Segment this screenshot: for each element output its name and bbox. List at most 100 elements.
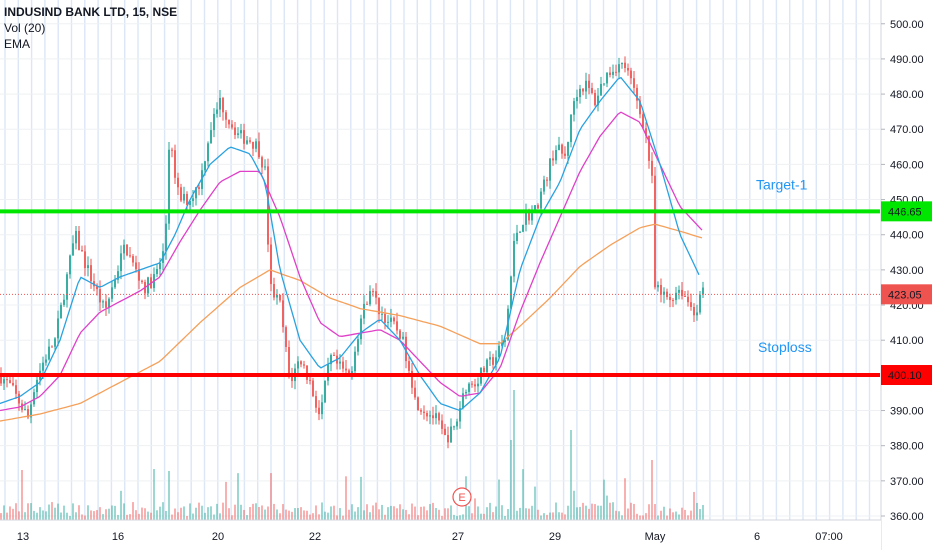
- price-tick-label: 470.00: [890, 124, 924, 136]
- volume-bar: [507, 509, 509, 520]
- candle-body: [540, 191, 542, 209]
- candle-body: [633, 78, 635, 88]
- volume-bar: [522, 469, 524, 520]
- volume-bar: [663, 506, 665, 520]
- level-lines: Target-1 Stoploss E: [0, 176, 880, 507]
- candle-body: [636, 87, 638, 101]
- volume-bar: [267, 506, 269, 520]
- candle-body: [690, 302, 692, 307]
- volume-bar: [549, 512, 551, 520]
- volume-bar: [528, 508, 530, 520]
- time-axis[interactable]: 13 16 20 22 27 29 May 6 07:00: [0, 519, 881, 550]
- candle-body: [342, 361, 344, 369]
- volume-bar: [153, 469, 155, 520]
- volume-bar: [411, 503, 413, 520]
- candle-body: [624, 62, 626, 69]
- volume-bar: [240, 504, 242, 520]
- volume-bar: [396, 508, 398, 520]
- volume-bar: [324, 511, 326, 520]
- volume-bar: [444, 508, 446, 520]
- candle-body: [63, 299, 65, 305]
- volume-bar: [627, 508, 629, 520]
- price-axis[interactable]: 360.00370.00380.00390.00400.00410.00420.…: [880, 0, 932, 550]
- volume-bar: [690, 510, 692, 520]
- ema-mid-line: [0, 111, 703, 412]
- candle-body: [291, 374, 293, 382]
- candle-body: [15, 385, 17, 394]
- chart-grid: [0, 0, 880, 520]
- time-tick-label: May: [645, 531, 666, 543]
- volume-bar: [84, 515, 86, 520]
- candle-body: [96, 286, 98, 290]
- volume-bar: [654, 504, 656, 520]
- time-axis-background: [0, 520, 881, 550]
- candle-body: [0, 375, 2, 384]
- volume-bar: [648, 504, 650, 520]
- volume-bars: [0, 390, 704, 520]
- volume-bar: [147, 511, 149, 520]
- volume-bar: [636, 513, 638, 520]
- candle-body: [411, 370, 413, 388]
- candle-body: [219, 97, 221, 110]
- stoploss-price-label-text: 400.10: [888, 370, 922, 382]
- stoploss-annotation: Stoploss: [758, 339, 812, 355]
- candle-body: [84, 251, 86, 269]
- candle-body: [423, 411, 425, 414]
- candle-body: [369, 291, 371, 305]
- candle-body: [630, 70, 632, 79]
- volume-bar: [537, 509, 539, 520]
- volume-bar: [81, 514, 83, 520]
- candle-body: [156, 269, 158, 275]
- candle-body: [675, 292, 677, 301]
- volume-bar: [375, 502, 377, 520]
- volume-bar: [453, 514, 455, 520]
- candle-body: [327, 364, 329, 381]
- candle-body: [297, 361, 299, 369]
- candle-body: [243, 130, 245, 144]
- volume-bar: [618, 511, 620, 520]
- candle-body: [198, 187, 200, 189]
- volume-bar: [192, 513, 194, 520]
- volume-bar: [543, 513, 545, 520]
- volume-bar: [150, 512, 152, 520]
- volume-bar: [447, 508, 449, 520]
- candle-body: [468, 383, 470, 392]
- volume-bar: [414, 506, 416, 520]
- candle-body: [396, 321, 398, 331]
- volume-bar: [294, 508, 296, 520]
- candle-body: [75, 230, 77, 244]
- volume-bar: [477, 506, 479, 520]
- volume-bar: [333, 505, 335, 520]
- candle-body: [357, 339, 359, 352]
- price-tick-label: 390.00: [890, 406, 924, 418]
- chart-legend: INDUSIND BANK LTD, 15, NSE Vol (20) EMA: [4, 4, 177, 52]
- candle-body: [645, 128, 647, 136]
- candle-body: [534, 205, 536, 211]
- volume-indicator-label[interactable]: Vol (20): [4, 21, 46, 35]
- candle-body: [390, 317, 392, 322]
- volume-bar: [297, 508, 299, 520]
- volume-bar: [561, 512, 563, 520]
- volume-bar: [582, 502, 584, 520]
- volume-bar: [429, 504, 431, 520]
- candle-body: [492, 357, 494, 365]
- candle-body: [324, 380, 326, 403]
- volume-bar: [144, 508, 146, 520]
- volume-bar: [105, 509, 107, 520]
- volume-bar: [42, 510, 44, 520]
- price-tick-label: 460.00: [890, 159, 924, 171]
- candle-body: [174, 150, 176, 178]
- candle-body: [105, 301, 107, 308]
- time-tick-label: 22: [309, 531, 321, 543]
- volume-bar: [480, 513, 482, 520]
- volume-bar: [495, 506, 497, 520]
- symbol-title[interactable]: INDUSIND BANK LTD, 15, NSE: [4, 5, 178, 19]
- candle-body: [9, 380, 11, 383]
- candle-body: [60, 304, 62, 319]
- candle-body: [660, 284, 662, 295]
- ema-indicator-label[interactable]: EMA: [4, 37, 31, 51]
- volume-bar: [693, 491, 695, 520]
- candle-body: [420, 410, 422, 412]
- volume-bar: [201, 505, 203, 520]
